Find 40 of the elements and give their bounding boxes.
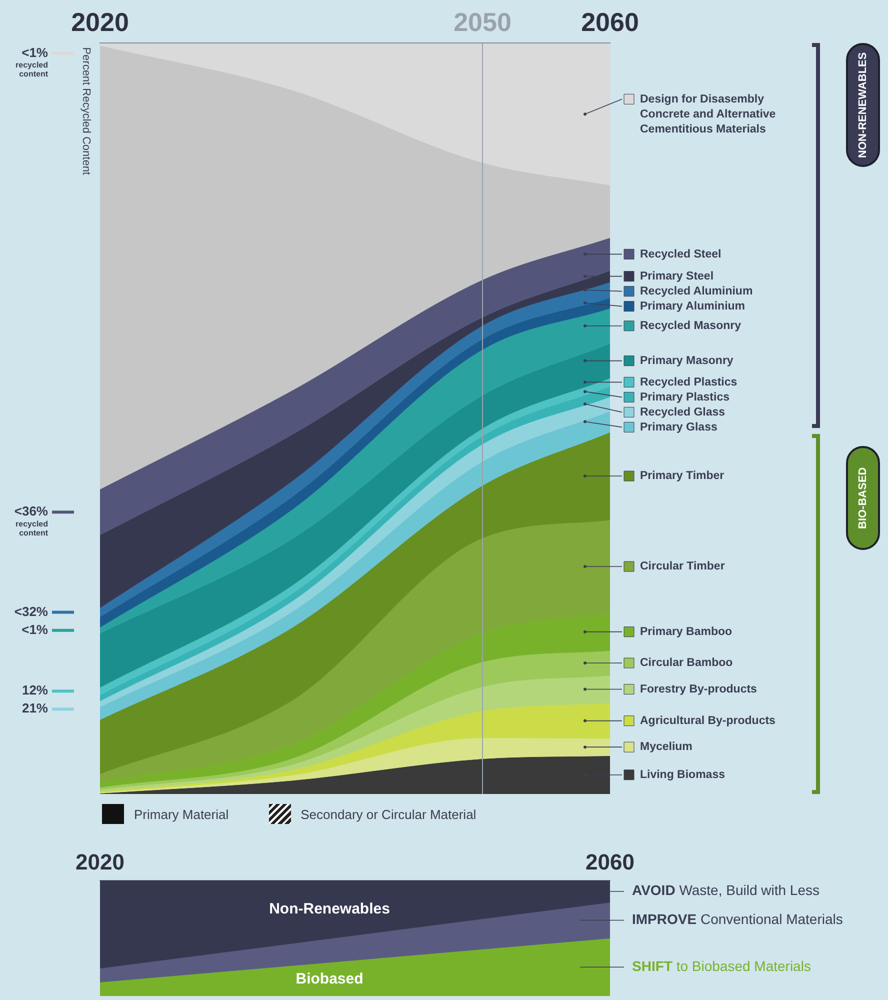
legend-label: Recycled Plastics — [640, 376, 738, 388]
legend-label: Forestry By-products — [640, 683, 757, 696]
series-label: Non-Renewables — [269, 900, 390, 918]
text: 12% — [22, 682, 48, 698]
legend-label: Primary Bamboo — [640, 626, 732, 638]
legend-label: Primary Timber — [640, 470, 725, 482]
legend-label: Primary Steel — [640, 270, 714, 282]
legend-label: Living Biomass — [640, 769, 725, 782]
text: <1% — [22, 622, 48, 637]
x-tick-label: 2050 — [454, 6, 512, 37]
legend-label: Circular Timber — [640, 560, 726, 573]
legend-label: Primary Masonry — [640, 354, 734, 367]
legend-label: Recycled Glass — [640, 406, 726, 418]
text: BIO-BASED — [846, 446, 880, 550]
text: Percent Recycled Content — [80, 47, 92, 175]
text: Primary Material — [133, 806, 229, 824]
text: 21% — [22, 700, 48, 716]
series-label: Biobased — [296, 970, 364, 988]
text: Secondary or Circular Material — [300, 806, 476, 824]
legend-label: Agricultural By-products — [640, 714, 776, 727]
legend-label: Design for Disasembly Concrete and Alternative Cementitious Materials — [640, 93, 776, 136]
text: AVOID Waste, Build with Less — [632, 882, 820, 898]
legend-label: Mycelium — [640, 741, 692, 754]
x-tick-label: 2020 — [71, 6, 129, 37]
text: IMPROVE Conventional Materials — [632, 911, 843, 928]
text: <36% recycled content — [14, 504, 48, 538]
legend-label: Primary Glass — [640, 421, 718, 434]
text: NON-RENEWABLES — [846, 43, 880, 168]
x-tick-label: 2060 — [581, 6, 639, 37]
legend-label: Recycled Steel — [640, 248, 722, 260]
legend-label: Recycled Aluminium — [640, 285, 753, 298]
legend-label: Recycled Masonry — [640, 320, 742, 332]
x-tick-label: 2020 — [76, 849, 124, 874]
legend-label: Primary Plastics — [640, 391, 730, 404]
legend-label: Primary Aluminium — [640, 300, 746, 312]
text: <32% — [14, 604, 48, 619]
legend-label: Circular Bamboo — [640, 657, 733, 670]
text: SHIFT to Biobased Materials — [632, 958, 811, 974]
text: <1% recycled content — [16, 44, 48, 78]
x-tick-label: 2060 — [586, 849, 634, 874]
